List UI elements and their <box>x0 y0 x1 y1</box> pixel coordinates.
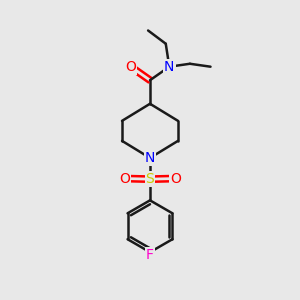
Text: F: F <box>146 248 154 262</box>
Text: O: O <box>125 60 136 74</box>
Text: S: S <box>146 172 154 186</box>
Text: O: O <box>170 172 181 186</box>
Text: N: N <box>145 151 155 165</box>
Text: N: N <box>164 60 175 74</box>
Text: O: O <box>119 172 130 186</box>
